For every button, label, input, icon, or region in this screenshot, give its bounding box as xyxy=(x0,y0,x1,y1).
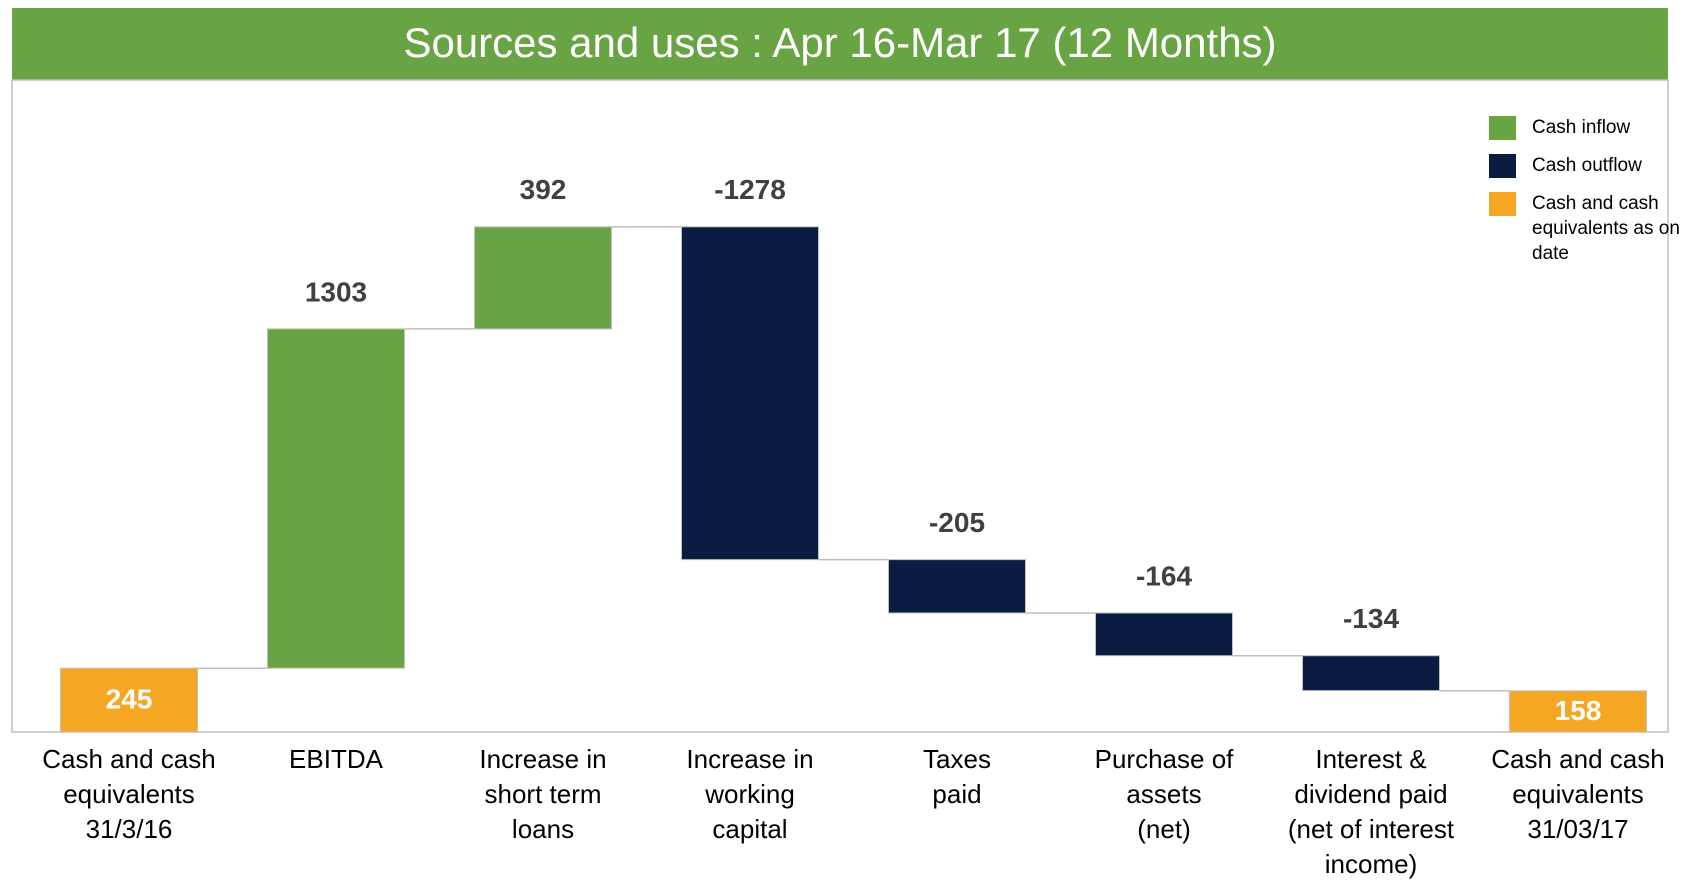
x-tick-label: EBITDA xyxy=(289,744,383,774)
x-tick-label: Cash and cash equivalents 31/03/17 xyxy=(1491,744,1665,844)
legend-label: Cash outflow xyxy=(1532,155,1642,176)
value-label: 245 xyxy=(106,683,153,714)
bar xyxy=(888,559,1026,614)
bar xyxy=(267,328,405,669)
value-label: -1278 xyxy=(714,174,786,205)
legend-label: Cash and cash equivalents as on date xyxy=(1532,193,1680,264)
legend-swatch xyxy=(1489,154,1516,178)
x-tick-label: Cash and cash equivalents 31/3/16 xyxy=(42,744,216,844)
bar xyxy=(1095,612,1233,657)
legend-swatch xyxy=(1489,192,1516,216)
title-bar xyxy=(12,8,1668,80)
value-label: -164 xyxy=(1136,560,1192,591)
x-tick-label: Increase in working capital xyxy=(686,744,814,844)
bar xyxy=(681,226,819,561)
bar xyxy=(1302,655,1440,692)
value-label: -205 xyxy=(929,507,985,538)
value-label: 1303 xyxy=(305,276,367,307)
x-tick-label: Increase in short term loans xyxy=(479,744,607,844)
x-tick-label: Taxes paid xyxy=(923,744,991,809)
plot-frame xyxy=(11,79,1669,733)
bar xyxy=(474,226,612,330)
x-tick-label: Interest & dividend paid (net of interes… xyxy=(1287,744,1455,879)
chart-title: Sources and uses : Apr 16-Mar 17 (12 Mon… xyxy=(403,19,1276,66)
bar xyxy=(60,667,198,733)
legend-label: Cash inflow xyxy=(1532,117,1631,138)
value-label: -134 xyxy=(1343,603,1399,634)
x-tick-label: Purchase of assets (net) xyxy=(1094,744,1234,844)
legend-swatch xyxy=(1489,116,1516,140)
value-label: 392 xyxy=(520,174,567,205)
value-label: 158 xyxy=(1555,695,1602,726)
bar xyxy=(1509,690,1647,733)
